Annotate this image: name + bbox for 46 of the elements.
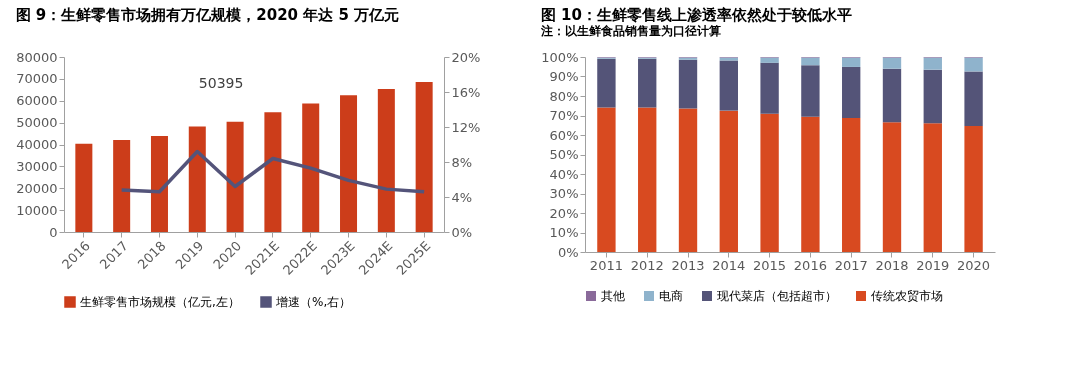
x-tick-label: 2012 (630, 257, 664, 273)
x-tick-label: 2020 (957, 257, 991, 273)
y-tick-label: 70% (549, 108, 579, 123)
x-tick-label: 2013 (671, 257, 705, 273)
legend-label: 生鲜零售市场规模（亿元,左） (80, 295, 240, 309)
legend-label: 其他 (601, 289, 625, 303)
y-tick-label: 40000 (16, 137, 58, 152)
y-tick-label: 80000 (16, 49, 58, 65)
legend-label: 增速（%,右） (275, 295, 352, 309)
y-tick-label: 0% (557, 244, 579, 260)
y2-tick-label: 4% (451, 189, 473, 205)
chart-title: 图 10：生鲜零售线上渗透率依然处于较低水平 (540, 6, 852, 24)
y-tick-label: 0 (49, 224, 58, 240)
data-label: 50395 (198, 74, 244, 91)
legend-label: 电商 (659, 289, 683, 303)
text: 注：以生鲜食品销售量为口径计算 (539, 24, 721, 38)
y-tick-label: 30000 (16, 158, 58, 174)
chart-title: 图 9：生鲜零售市场拥有万亿规模，2020 年达 5 万亿元 (15, 6, 400, 24)
legend-label: 现代菜店（包括超市） (717, 289, 837, 303)
y-tick-label: 10% (549, 225, 579, 240)
y-tick-label: 30% (549, 186, 579, 201)
legend-label: 传统农贸市场 (871, 289, 943, 303)
y2-tick-label: 8% (451, 154, 473, 170)
y-tick-label: 50% (549, 147, 579, 162)
y-tick-label: 10000 (16, 202, 58, 218)
y-tick-label: 60% (549, 127, 579, 143)
x-tick-label: 2014 (712, 257, 746, 273)
y2-tick-label: 0% (451, 224, 473, 240)
x-tick-label: 2017 (834, 257, 868, 273)
x-tick-label: 2015 (753, 257, 787, 273)
y-tick-label: 100% (541, 49, 579, 65)
y-tick-label: 20% (549, 205, 579, 221)
y2-tick-label: 20% (451, 49, 481, 65)
y-tick-label: 90% (549, 69, 579, 84)
y-tick-label: 20000 (16, 180, 58, 196)
x-tick-label: 2019 (916, 257, 950, 273)
y-tick-label: 40% (549, 166, 579, 182)
y2-tick-label: 16% (451, 84, 481, 100)
y-tick-label: 80% (549, 88, 579, 104)
y-tick-label: 70000 (16, 71, 58, 87)
x-tick-label: 2016 (793, 257, 827, 273)
y-tick-label: 60000 (16, 93, 58, 109)
y-tick-label: 50000 (16, 115, 58, 131)
x-tick-label: 2018 (875, 257, 909, 273)
x-tick-label: 2011 (589, 257, 623, 273)
y2-tick-label: 12% (451, 119, 481, 135)
